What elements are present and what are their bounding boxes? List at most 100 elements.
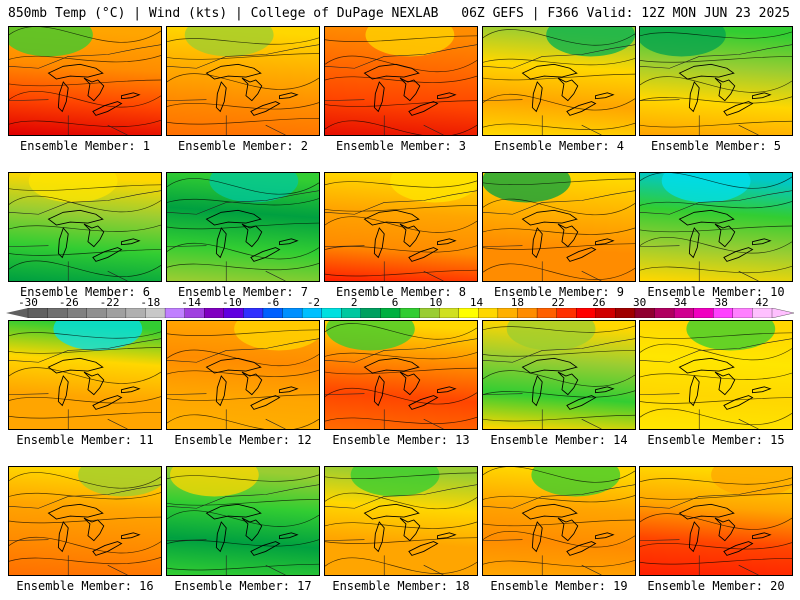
- great-lake-outline: [723, 101, 754, 116]
- height-contour: [9, 347, 161, 354]
- great-lake-outline: [47, 209, 104, 226]
- great-lake-outline: [678, 63, 735, 80]
- ensemble-panel-17: [166, 466, 320, 576]
- height-contour: [640, 513, 792, 530]
- colorbar-tick-label: -2: [306, 296, 321, 309]
- height-contour: [483, 73, 635, 81]
- great-lake-outline: [399, 223, 421, 248]
- boundary-lines: [640, 338, 792, 429]
- colorbar-bin: [478, 308, 499, 318]
- ensemble-member-label: Ensemble Member: 8: [335, 285, 467, 299]
- ensemble-panel-16: [8, 466, 162, 576]
- great-lake-outline: [215, 227, 227, 259]
- height-contour: [483, 390, 635, 398]
- colorbar-tick-label: -22: [99, 296, 120, 309]
- great-lake-outline: [83, 517, 105, 542]
- great-lake-outline: [752, 92, 772, 100]
- colorbar-tick-label: -18: [140, 296, 161, 309]
- temperature-map: [483, 321, 635, 429]
- height-contour: [483, 29, 635, 46]
- boundary-lines: [483, 338, 635, 429]
- great-lake-outline: [408, 395, 439, 410]
- temperature-map: [167, 173, 319, 281]
- colorbar-tick-label: 34: [673, 296, 688, 309]
- height-contour: [640, 397, 792, 404]
- great-lake-outline: [241, 371, 263, 396]
- great-lake-outline: [279, 386, 299, 394]
- height-contour: [325, 387, 477, 405]
- height-contour: [9, 195, 161, 213]
- great-lake-outline: [373, 227, 385, 259]
- height-contour: [483, 495, 635, 503]
- ensemble-panel-4: [482, 26, 636, 136]
- height-contour: [167, 242, 319, 260]
- northern-temperature-region: [546, 27, 635, 57]
- colorbar-bin: [145, 308, 166, 318]
- height-contour: [325, 557, 477, 574]
- colorbar-bin: [282, 308, 303, 318]
- ensemble-panel-18: [324, 466, 478, 576]
- height-contour: [325, 75, 477, 83]
- temperature-map: [640, 173, 792, 281]
- height-contour: [483, 559, 635, 568]
- height-contour: [9, 90, 161, 108]
- colorbar-bin: [106, 308, 127, 318]
- height-contour: [640, 31, 792, 39]
- ensemble-panel-20: [639, 466, 793, 576]
- ensemble-panel-14: [482, 320, 636, 430]
- colorbar-tick-label: -26: [58, 296, 79, 309]
- boundary-lines: [640, 190, 792, 281]
- height-contour: [167, 539, 319, 547]
- height-contour: [640, 225, 792, 233]
- great-lake-outline: [521, 209, 578, 226]
- ensemble-member-label: Ensemble Member: 12: [174, 433, 312, 447]
- boundary-lines: [167, 338, 319, 429]
- height-contour: [483, 370, 635, 387]
- height-contour: [325, 352, 477, 360]
- height-contour: [167, 369, 319, 377]
- height-contour: [325, 35, 477, 42]
- northern-temperature-region: [350, 467, 440, 497]
- colorbar-bin: [713, 308, 734, 318]
- height-contour: [483, 227, 635, 235]
- height-contour: [483, 530, 635, 548]
- temperature-map: [325, 467, 477, 575]
- ensemble-member-label: Ensemble Member: 14: [490, 433, 628, 447]
- height-contour: [9, 516, 161, 524]
- great-lake-outline: [57, 375, 69, 407]
- boundary-lines: [325, 190, 477, 281]
- great-lake-outline: [363, 357, 420, 374]
- height-contour: [325, 323, 477, 340]
- great-lake-outline: [437, 238, 457, 246]
- great-lake-outline: [566, 101, 597, 116]
- temperature-map: [9, 321, 161, 429]
- great-lake-outline: [531, 81, 543, 113]
- height-contour: [325, 492, 477, 510]
- temperature-map: [9, 173, 161, 281]
- colorbar-low-arrow: [6, 308, 28, 318]
- colorbar-bin: [125, 308, 147, 318]
- ensemble-member-label: Ensemble Member: 16: [16, 579, 154, 593]
- colorbar-bin: [164, 308, 186, 318]
- height-contour: [483, 93, 635, 111]
- ensemble-panel-10: [639, 172, 793, 282]
- ensemble-member-label: Ensemble Member: 20: [647, 579, 785, 593]
- great-lake-outline: [437, 92, 457, 100]
- great-lake-outline: [566, 395, 597, 410]
- ensemble-member-label: Ensemble Member: 11: [16, 433, 154, 447]
- great-lake-outline: [363, 503, 420, 520]
- height-contour: [483, 414, 635, 422]
- great-lake-outline: [595, 238, 615, 246]
- height-contour: [640, 542, 792, 550]
- height-contour: [167, 117, 319, 125]
- temperature-map: [325, 321, 477, 429]
- height-contour: [640, 173, 792, 189]
- great-lake-outline: [723, 395, 754, 410]
- great-lake-outline: [399, 371, 421, 396]
- great-lake-outline: [408, 247, 439, 262]
- boundary-lines: [167, 484, 319, 575]
- great-lake-outline: [279, 238, 299, 246]
- great-lake-outline: [752, 238, 772, 246]
- colorbar-tick-label: 22: [551, 296, 565, 309]
- temperature-map: [167, 467, 319, 575]
